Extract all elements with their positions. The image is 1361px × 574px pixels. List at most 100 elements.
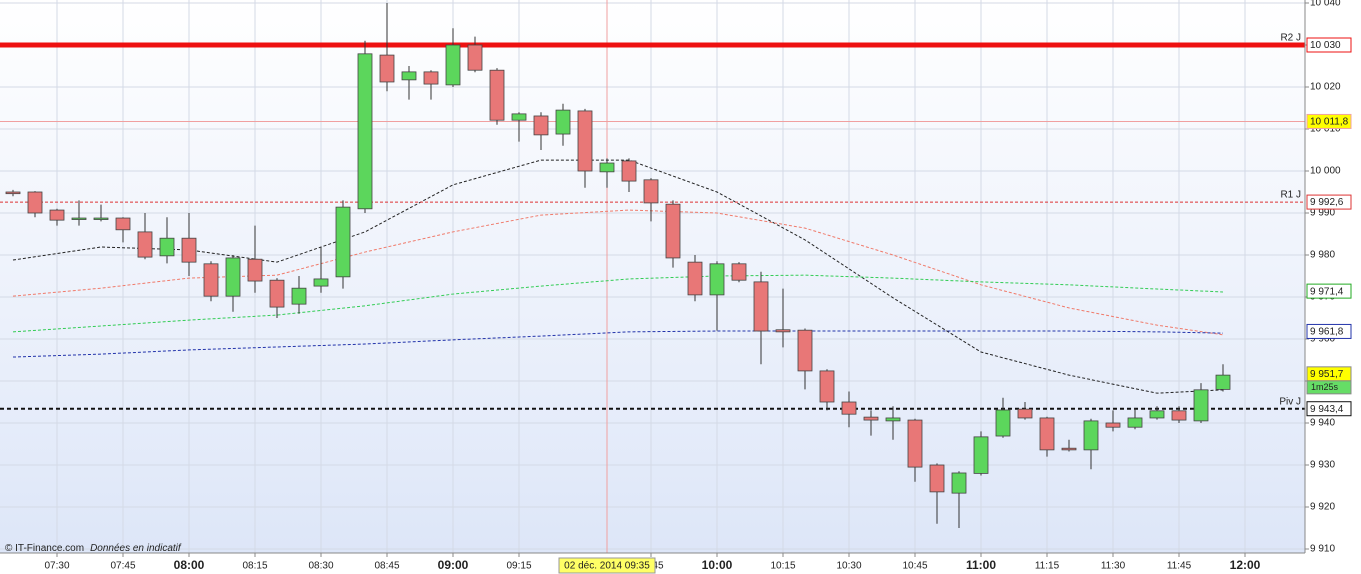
candle-body: [1039, 417, 1055, 451]
y-tick-label: 9 980: [1310, 250, 1335, 261]
price-label: 9 951,7: [1310, 369, 1344, 380]
footer-text: © IT-Finance.com: [5, 543, 84, 554]
candle-body: [665, 203, 681, 259]
x-tick-label: 10:15: [770, 561, 795, 572]
candle-body: [973, 436, 989, 474]
candle-body: [797, 329, 813, 372]
candle-body: [401, 71, 417, 81]
candle-body: [225, 257, 241, 297]
x-tick-label: 10:45: [902, 561, 927, 572]
y-tick-label: 9 930: [1310, 460, 1335, 471]
plot-background: [0, 0, 1305, 553]
candle-body: [1017, 408, 1033, 419]
candle-body: [313, 278, 329, 287]
x-tick-label: 08:45: [374, 561, 399, 572]
x-tick-label: 08:15: [242, 561, 267, 572]
y-tick-label: 9 940: [1310, 418, 1335, 429]
candle-body: [511, 113, 527, 121]
candle-body: [291, 287, 307, 305]
level-label: 9 971,4: [1310, 286, 1344, 297]
candle-body: [577, 110, 593, 172]
candle-body: [1105, 422, 1121, 428]
candle-body: [269, 279, 285, 308]
candle-body: [599, 162, 615, 173]
candle-body: [379, 54, 395, 83]
y-tick-label: 10 000: [1310, 166, 1341, 177]
y-tick-label: 10 020: [1310, 82, 1341, 93]
candle-body: [115, 217, 131, 231]
candle-body: [247, 258, 263, 282]
x-tick-label: 09:15: [506, 561, 531, 572]
x-tick-label: 07:30: [44, 561, 69, 572]
cursor-label: 02 déc. 2014 09:35: [564, 561, 650, 572]
footer-note: Données en indicatif: [90, 543, 182, 554]
x-tick-label: 11:15: [1035, 561, 1060, 572]
moving-average: [12, 330, 1224, 358]
candle-body: [71, 217, 87, 220]
level-label: 10 011,8: [1310, 117, 1349, 128]
x-tick-label: 09:00: [438, 558, 469, 572]
level-box: [1306, 401, 1352, 417]
candle-body: [93, 217, 109, 220]
candle-body: [1061, 447, 1077, 451]
candle-body: [753, 281, 769, 332]
candle-body: [643, 179, 659, 204]
candle-body: [27, 191, 43, 214]
candle-body: [929, 464, 945, 493]
candle-body: [709, 263, 725, 296]
candle-body: [555, 109, 571, 135]
x-tick-label: 10:00: [702, 558, 733, 572]
candle-body: [1171, 410, 1187, 421]
level-box: [1306, 323, 1352, 339]
candle-body: [357, 53, 373, 210]
moving-average: [12, 274, 1224, 333]
candle-body: [159, 237, 175, 257]
y-tick-label: 10 010: [1310, 124, 1341, 135]
candle-body: [5, 191, 21, 195]
y-tick-label: 9 990: [1310, 208, 1335, 219]
candle-body: [1149, 410, 1165, 419]
candle-body: [489, 69, 505, 121]
candle-body: [423, 71, 439, 85]
candle-body: [203, 263, 219, 297]
level-name: Piv J: [1279, 396, 1301, 407]
candle-body: [445, 44, 461, 86]
candle-body: [819, 370, 835, 403]
candle-body: [863, 416, 879, 421]
candles: [5, 3, 1231, 528]
candle-body: [181, 237, 197, 263]
level-label: 9 943,4: [1310, 404, 1344, 415]
x-tick-label: 11:00: [966, 558, 996, 572]
level-box: [1306, 194, 1352, 210]
candle-body: [1215, 374, 1231, 390]
x-tick-label: 08:30: [308, 561, 333, 572]
candle-body: [687, 261, 703, 296]
level-box: [1306, 283, 1352, 299]
candle-body: [621, 160, 637, 182]
lines: [0, 42, 1305, 410]
y-tick-label: 9 910: [1310, 544, 1335, 555]
x-tick-label: 11:45: [1167, 561, 1192, 572]
candle-body: [335, 206, 351, 278]
y-tick-label: 9 920: [1310, 502, 1335, 513]
candle-body: [995, 409, 1011, 437]
y-tick-label: 10 040: [1310, 0, 1341, 9]
candle-body: [1083, 420, 1099, 451]
candle-body: [775, 329, 791, 333]
level-name: R2 J: [1280, 33, 1301, 44]
candle-body: [137, 231, 153, 258]
candle-body: [731, 263, 747, 281]
x-tick-label: 12:00: [1230, 558, 1261, 572]
countdown-box: [1306, 380, 1352, 395]
candle-body: [49, 209, 65, 221]
level-name: R1 J: [1280, 190, 1301, 201]
countdown: 1m25s: [1311, 382, 1339, 392]
moving-average: [12, 159, 1224, 394]
level-label: 9 961,8: [1310, 327, 1344, 338]
level-box: [1306, 113, 1352, 129]
candle-body: [907, 419, 923, 468]
cursor-box: [558, 557, 656, 574]
x-tick-label: 11:30: [1101, 561, 1126, 572]
